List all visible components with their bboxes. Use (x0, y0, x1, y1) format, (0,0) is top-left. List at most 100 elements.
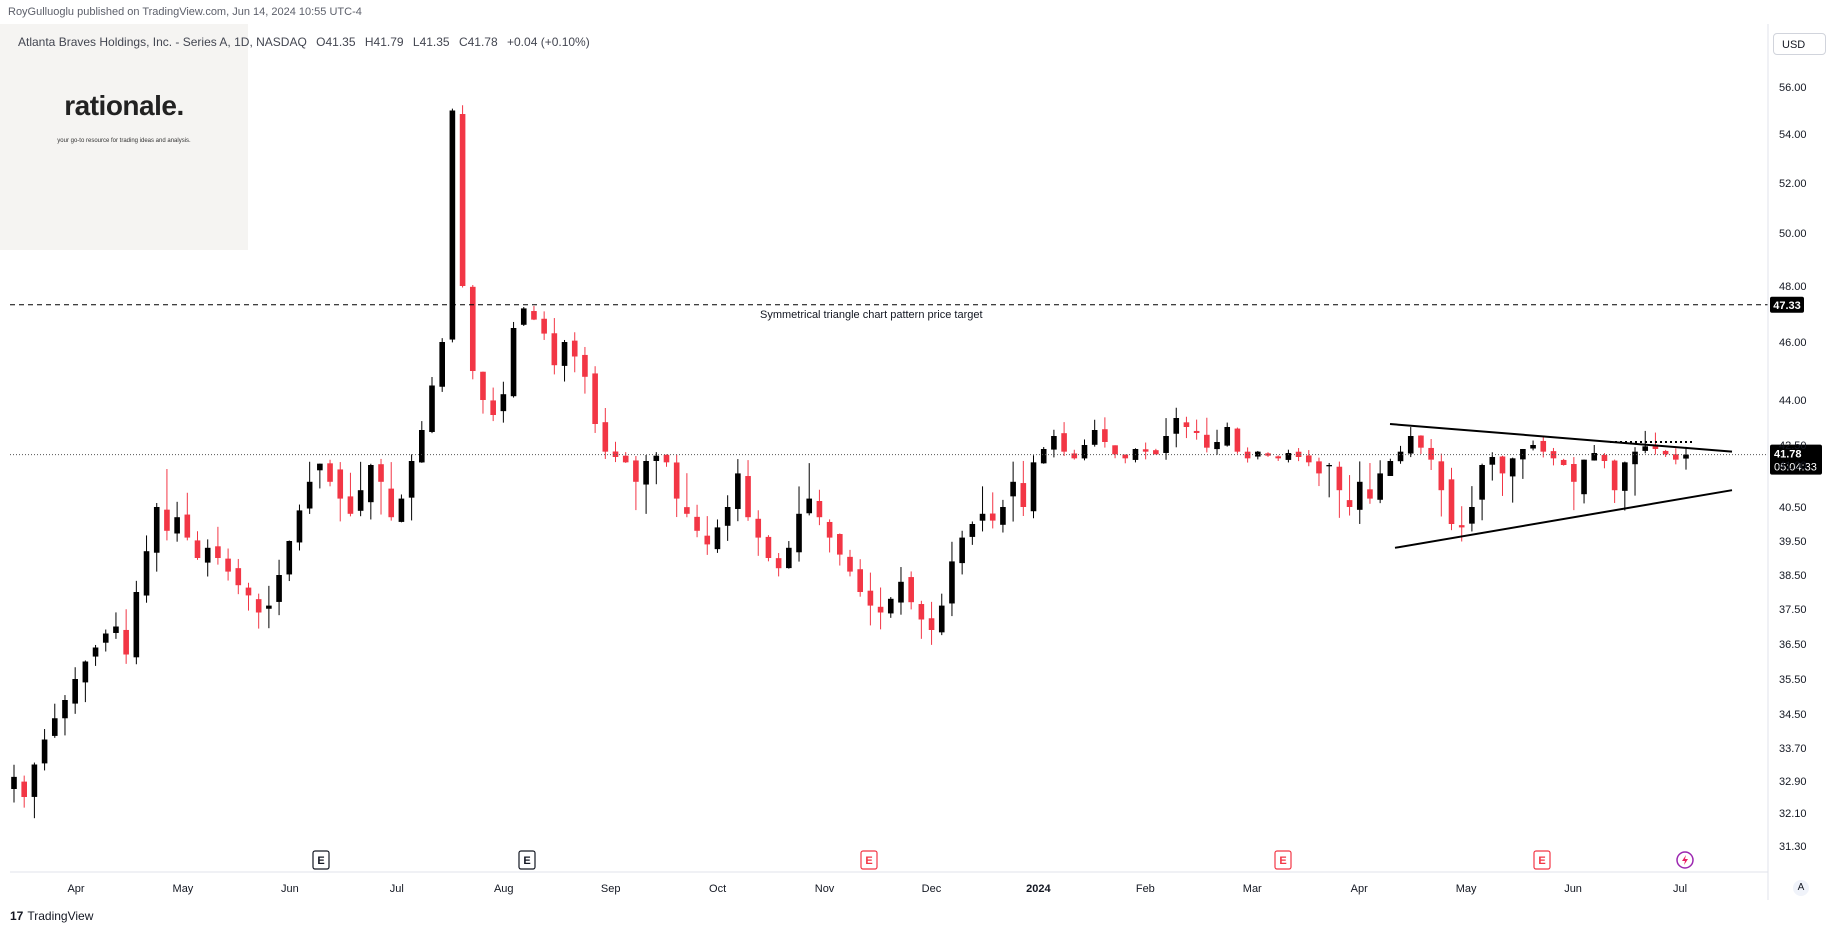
legend-change: +0.04 (+0.10%) (507, 35, 590, 49)
candle-body (419, 430, 425, 463)
candle-body (1275, 456, 1281, 459)
candle-body (1336, 466, 1343, 491)
candle-body (41, 739, 48, 764)
candle-body (1071, 453, 1078, 459)
y-tick-label: 44.00 (1779, 395, 1807, 407)
candle-body (21, 781, 27, 797)
candle-body (388, 488, 395, 518)
candle-body (1244, 451, 1251, 459)
candle-body (735, 473, 741, 509)
candle-body (1397, 451, 1404, 462)
candle-body (429, 385, 435, 432)
earnings-marker (312, 850, 330, 870)
candle-body (1112, 445, 1118, 455)
candle-body (1622, 462, 1628, 491)
legend-low: L41.35 (412, 35, 450, 49)
candle-body (347, 496, 354, 514)
candle-body (113, 626, 119, 633)
earnings-marker-label: E (1279, 855, 1286, 867)
candle-body (796, 513, 802, 553)
candle-body (123, 629, 129, 655)
candle-body (378, 464, 384, 482)
candle-body (1193, 430, 1200, 433)
candle-body (959, 537, 965, 564)
symbol-name: Atlanta Braves Holdings, Inc. - Series A… (18, 35, 307, 49)
candle-body (1448, 479, 1455, 524)
candle-body (1407, 436, 1414, 454)
x-tick-label: 2024 (1026, 883, 1051, 895)
earnings-marker-label: E (1538, 855, 1545, 867)
candle-body (1020, 483, 1027, 507)
candle-body (1183, 422, 1190, 427)
candle-body (714, 527, 721, 550)
candle-body (1387, 461, 1394, 476)
y-tick-label: 52.00 (1779, 178, 1807, 190)
candle-body (1683, 454, 1689, 459)
earnings-marker (1533, 850, 1551, 870)
candle-body (1642, 446, 1649, 451)
candle-body (204, 547, 211, 563)
candle-body (1438, 461, 1445, 491)
candle-body (1040, 449, 1047, 464)
price-target-label: Symmetrical triangle chart pattern price… (760, 309, 983, 321)
published-info: RoyGulluoglu published on TradingView.co… (8, 6, 362, 18)
x-tick-label: May (1456, 883, 1477, 895)
candle-body (1234, 428, 1241, 452)
x-tick-label: Sep (601, 883, 621, 895)
candle-body (1591, 453, 1598, 461)
candle-body (408, 461, 415, 498)
candle-body (1305, 455, 1312, 463)
candle-body (1204, 434, 1210, 448)
candle-body (1010, 481, 1016, 497)
candle-body (1051, 436, 1057, 450)
candle-body (1122, 454, 1129, 459)
candle-body (1265, 453, 1271, 456)
candle-body (1000, 507, 1006, 525)
y-tick-label: 31.30 (1779, 841, 1807, 853)
triangle-lower-line (1394, 489, 1733, 549)
currency-button[interactable]: USD (1773, 33, 1826, 55)
candle-body (887, 598, 894, 614)
candle-body (1224, 427, 1231, 446)
legend-high: H41.79 (364, 35, 404, 49)
candle-body (469, 286, 476, 371)
candle-body (745, 476, 751, 518)
candle-body (1346, 500, 1353, 507)
candle-body (949, 561, 955, 604)
candle-body (317, 463, 323, 471)
tradingview-footer[interactable]: 17 TradingView (10, 909, 93, 923)
symbol-legend[interactable]: Atlanta Braves Holdings, Inc. - Series A… (18, 35, 590, 49)
candle-body (1520, 449, 1526, 460)
candle-body (235, 568, 242, 586)
candle-body (1367, 489, 1373, 499)
candle-body (520, 308, 527, 325)
auto-scale-button[interactable]: A (1793, 880, 1809, 896)
candle-body (306, 481, 313, 509)
candle-body (602, 422, 609, 452)
y-tick-label: 40.50 (1779, 502, 1807, 514)
candle-body (255, 599, 262, 613)
candle-body (1673, 454, 1679, 460)
candle-body (816, 500, 823, 518)
candle-body (582, 354, 588, 377)
candle-body (918, 604, 925, 620)
x-tick-label: Jun (281, 883, 299, 895)
candle-body (1499, 456, 1506, 474)
y-tick-label: 54.00 (1779, 129, 1807, 141)
candle-body (1285, 453, 1292, 460)
candle-body (1469, 507, 1475, 524)
candle-body (480, 371, 486, 400)
tradingview-brand: TradingView (27, 909, 94, 923)
candle-body (653, 455, 660, 461)
candle-body (276, 575, 282, 602)
candle-body (31, 764, 38, 797)
candle-body (164, 509, 170, 531)
candle-body (143, 551, 150, 596)
candle-body (92, 647, 99, 657)
candle-body (1132, 449, 1139, 460)
candle-body (337, 469, 344, 499)
candle-body (622, 455, 629, 463)
dividend-icon (1676, 851, 1694, 869)
triangle-upper-line (1389, 423, 1733, 453)
